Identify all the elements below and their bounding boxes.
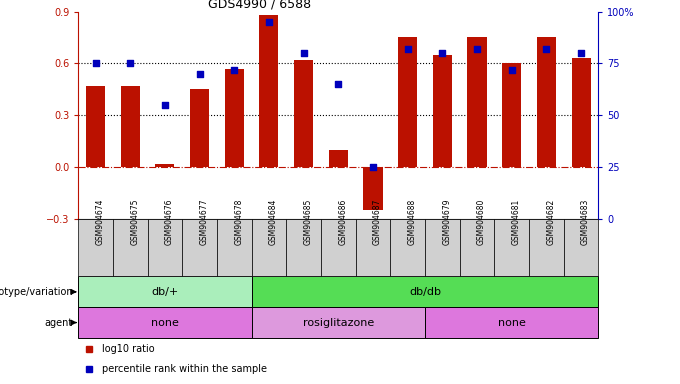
Bar [252,276,598,307]
Text: GSM904677: GSM904677 [200,199,209,245]
Bar [537,37,556,167]
Text: GSM904681: GSM904681 [511,199,521,245]
Point [90,60,101,66]
Text: GSM904679: GSM904679 [442,199,452,245]
Text: GSM904685: GSM904685 [303,199,313,245]
Text: none: none [498,318,526,328]
Bar [494,219,529,276]
Text: GSM904680: GSM904680 [477,199,486,245]
Point [228,66,239,73]
Bar [398,37,418,167]
Bar [182,219,217,276]
Bar [259,15,279,167]
Text: none: none [151,318,179,328]
Text: rosiglitazone: rosiglitazone [303,318,374,328]
Point [367,164,378,170]
Text: GSM904688: GSM904688 [407,199,417,245]
Bar [217,219,252,276]
Bar [390,219,425,276]
Text: agent: agent [45,318,73,328]
Text: db/db: db/db [409,287,441,297]
Bar [252,219,286,276]
Bar [502,63,522,167]
Text: GSM904676: GSM904676 [165,199,174,245]
Text: GSM904678: GSM904678 [234,199,243,245]
Text: GSM904684: GSM904684 [269,199,278,245]
Bar [328,150,348,167]
Bar [155,164,175,167]
Bar [425,307,598,338]
Bar [321,219,356,276]
Text: GSM904682: GSM904682 [546,199,556,245]
Text: GSM904687: GSM904687 [373,199,382,245]
Bar [113,219,148,276]
Bar [467,37,487,167]
Point [402,46,413,52]
Bar [529,219,564,276]
Bar [363,167,383,210]
Point [575,50,586,56]
Bar [190,89,209,167]
Point [194,71,205,77]
Bar [432,55,452,167]
Bar [78,307,252,338]
Bar [120,86,140,167]
Bar [286,219,321,276]
Point [298,50,309,56]
Bar [460,219,494,276]
Text: GSM904674: GSM904674 [95,199,105,245]
Bar [294,60,313,167]
Bar [148,219,182,276]
Point [263,19,274,25]
Point [124,60,135,66]
Text: log10 ratio: log10 ratio [101,344,154,354]
Bar [564,219,598,276]
Bar [252,307,425,338]
Bar [425,219,460,276]
Bar [78,276,252,307]
Bar [86,86,105,167]
Point [437,50,447,56]
Point [541,46,551,52]
Text: GSM904675: GSM904675 [130,199,139,245]
Point [159,102,170,108]
Bar [224,68,244,167]
Text: genotype/variation: genotype/variation [0,287,73,297]
Bar [571,58,591,167]
Text: GSM904686: GSM904686 [338,199,347,245]
Text: GDS4990 / 6588: GDS4990 / 6588 [208,0,311,10]
Point [506,66,517,73]
Text: db/+: db/+ [151,287,179,297]
Text: GSM904683: GSM904683 [581,199,590,245]
Point [333,81,343,87]
Bar [78,219,113,276]
Point [471,46,482,52]
Bar [356,219,390,276]
Text: percentile rank within the sample: percentile rank within the sample [101,364,267,374]
